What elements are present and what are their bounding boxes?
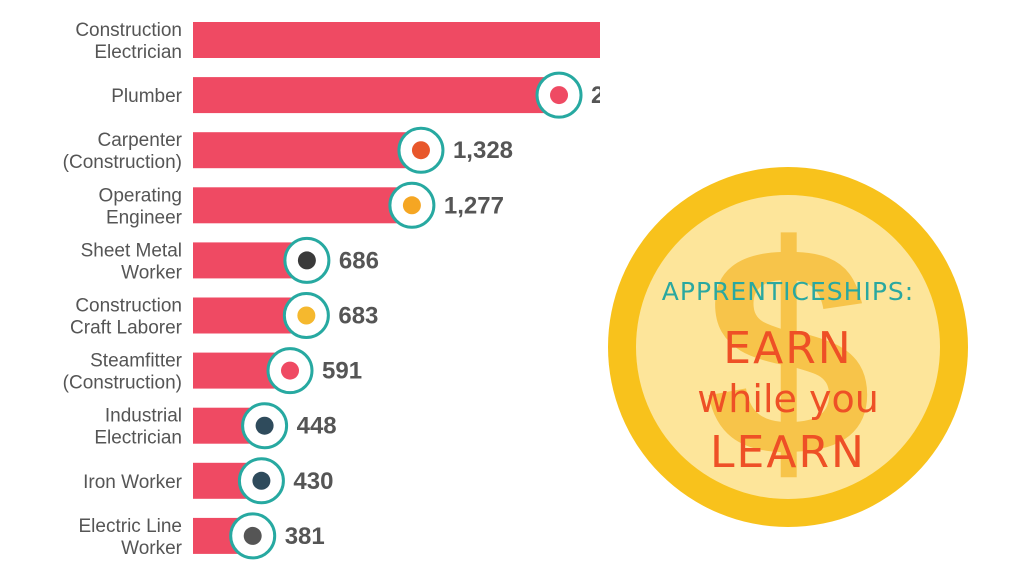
plunger-icon — [535, 71, 583, 119]
bar-3 — [193, 187, 412, 224]
power-tower-icon — [229, 512, 277, 560]
dollar-coin-graphic: $ APPRENTICESHIPS: EARN while you LEARN — [608, 167, 968, 527]
value-label-2: 1,328 — [453, 137, 513, 164]
bulldozer-icon — [388, 181, 436, 229]
value-label-3: 1,277 — [444, 192, 504, 219]
category-label-7: Industrial Electrician — [94, 406, 182, 449]
value-label-4: 686 — [339, 247, 379, 274]
slogan-while-you: while you — [697, 377, 879, 421]
hardhat-icon — [282, 292, 330, 339]
category-label-2: Carpenter (Construction) — [63, 130, 183, 173]
value-label-1: 2,105 — [591, 82, 600, 109]
category-label-5: Construction Craft Laborer — [70, 296, 183, 339]
pipe-wrench-icon — [266, 347, 314, 395]
category-label-4: Sheet Metal Worker — [81, 240, 183, 283]
slogan-earn: EARN — [723, 323, 853, 374]
bar-1 — [193, 77, 560, 114]
category-label-8: Iron Worker — [83, 472, 183, 493]
apprenticeships-heading: APPRENTICESHIPS: — [661, 277, 915, 306]
dollar-sign-icon: $ — [704, 195, 872, 499]
electrical-panel-icon — [241, 402, 289, 450]
bar-chart: ConstructionElectrician2,966Plumber2,105… — [63, 20, 600, 560]
category-label-6: Steamfitter (Construction) — [63, 351, 183, 394]
snips-icon — [283, 236, 331, 284]
category-label-0: Construction Electrician — [75, 20, 182, 63]
value-label-7: 448 — [297, 413, 337, 440]
category-label-9: Electric Line Worker — [79, 516, 183, 559]
coin-face: $ APPRENTICESHIPS: EARN while you LEARN — [636, 195, 940, 499]
value-label-5: 683 — [338, 303, 378, 330]
bar-2 — [193, 132, 421, 169]
value-label-9: 381 — [285, 523, 325, 550]
category-label-1: Plumber — [111, 86, 182, 107]
value-label-6: 591 — [322, 358, 362, 385]
bar-0 — [193, 22, 600, 58]
category-label-3: Operating Engineer — [99, 185, 183, 228]
welding-mask-icon — [237, 457, 285, 505]
slogan-learn: LEARN — [710, 427, 866, 478]
value-label-8: 430 — [293, 468, 333, 495]
hammer-icon — [397, 126, 445, 174]
